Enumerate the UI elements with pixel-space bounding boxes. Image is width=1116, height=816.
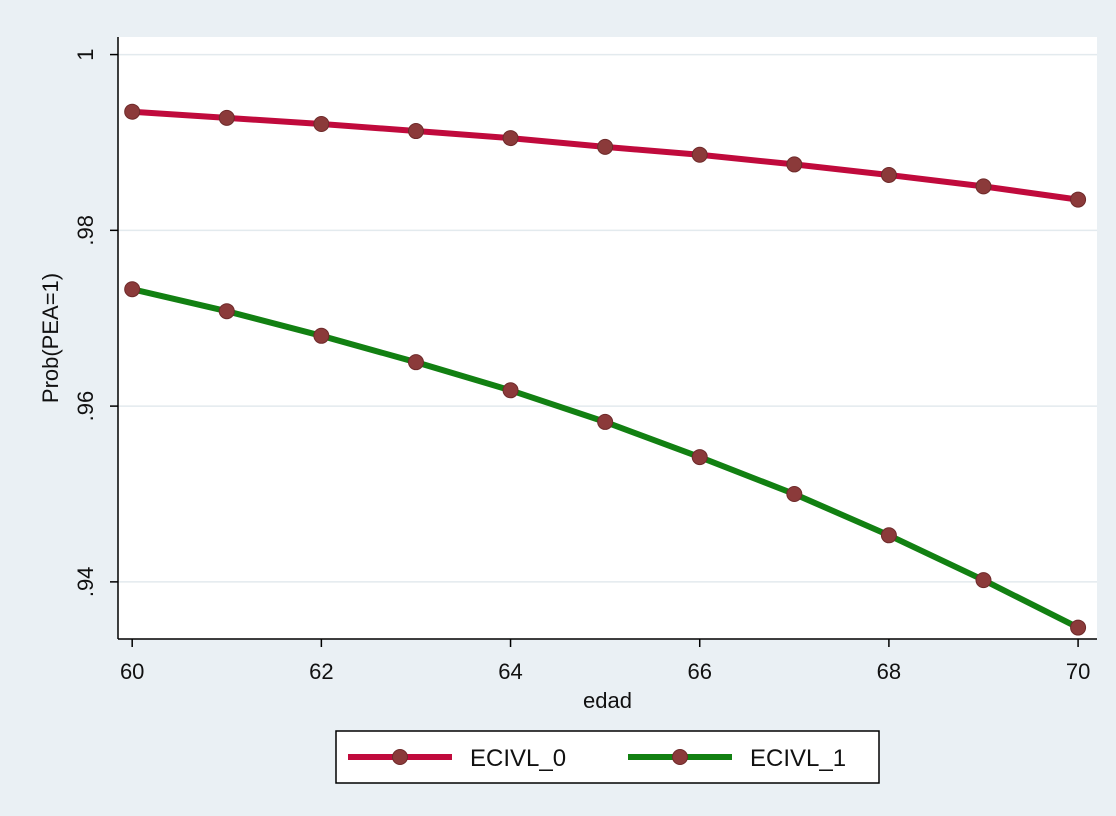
- data-point: [502, 382, 519, 399]
- legend-swatch-marker: [392, 749, 408, 765]
- data-point: [124, 281, 141, 298]
- data-point: [407, 354, 424, 371]
- data-point: [218, 109, 235, 126]
- data-point: [597, 138, 614, 155]
- x-tick-label: 60: [120, 659, 144, 684]
- data-point: [124, 103, 141, 120]
- x-tick-label: 64: [498, 659, 522, 684]
- data-point: [691, 449, 708, 466]
- legend-label: ECIVL_0: [470, 745, 566, 772]
- y-axis-title: Prob(PEA=1): [38, 273, 63, 403]
- legend: ECIVL_0 ECIVL_1: [335, 730, 880, 784]
- data-point: [1070, 191, 1087, 208]
- data-point: [691, 146, 708, 163]
- plot-area: [118, 37, 1097, 639]
- data-point: [502, 130, 519, 147]
- legend-item: ECIVL_1: [628, 745, 846, 772]
- data-point: [218, 303, 235, 320]
- data-point: [786, 156, 803, 173]
- x-tick-label: 70: [1066, 659, 1090, 684]
- data-point: [880, 527, 897, 544]
- series-layer: [124, 103, 1087, 636]
- x-axis-title: edad: [583, 688, 632, 713]
- series-ECIVL_1: [124, 281, 1087, 636]
- x-tick-label: 68: [877, 659, 901, 684]
- data-point: [407, 123, 424, 140]
- y-tick-label: .94: [73, 567, 98, 598]
- data-point: [1070, 619, 1087, 636]
- y-tick-label: .96: [73, 391, 98, 422]
- grid-lines: [118, 53, 1097, 583]
- x-tick-label: 62: [309, 659, 333, 684]
- data-point: [597, 413, 614, 430]
- legend-swatch-marker: [672, 749, 688, 765]
- x-tick-label: 66: [687, 659, 711, 684]
- data-point: [313, 327, 330, 344]
- legend-item: ECIVL_0: [348, 745, 566, 772]
- data-point: [313, 116, 330, 133]
- series-ECIVL_0: [124, 103, 1087, 208]
- data-point: [880, 166, 897, 183]
- y-tick-label: 1: [73, 48, 98, 60]
- data-point: [786, 485, 803, 502]
- y-tick-label: .98: [73, 215, 98, 246]
- data-point: [975, 178, 992, 195]
- data-point: [975, 572, 992, 589]
- axes: .94 .96 .98 1 60 62 64 66 68 70: [73, 37, 1097, 684]
- legend-label: ECIVL_1: [750, 745, 846, 772]
